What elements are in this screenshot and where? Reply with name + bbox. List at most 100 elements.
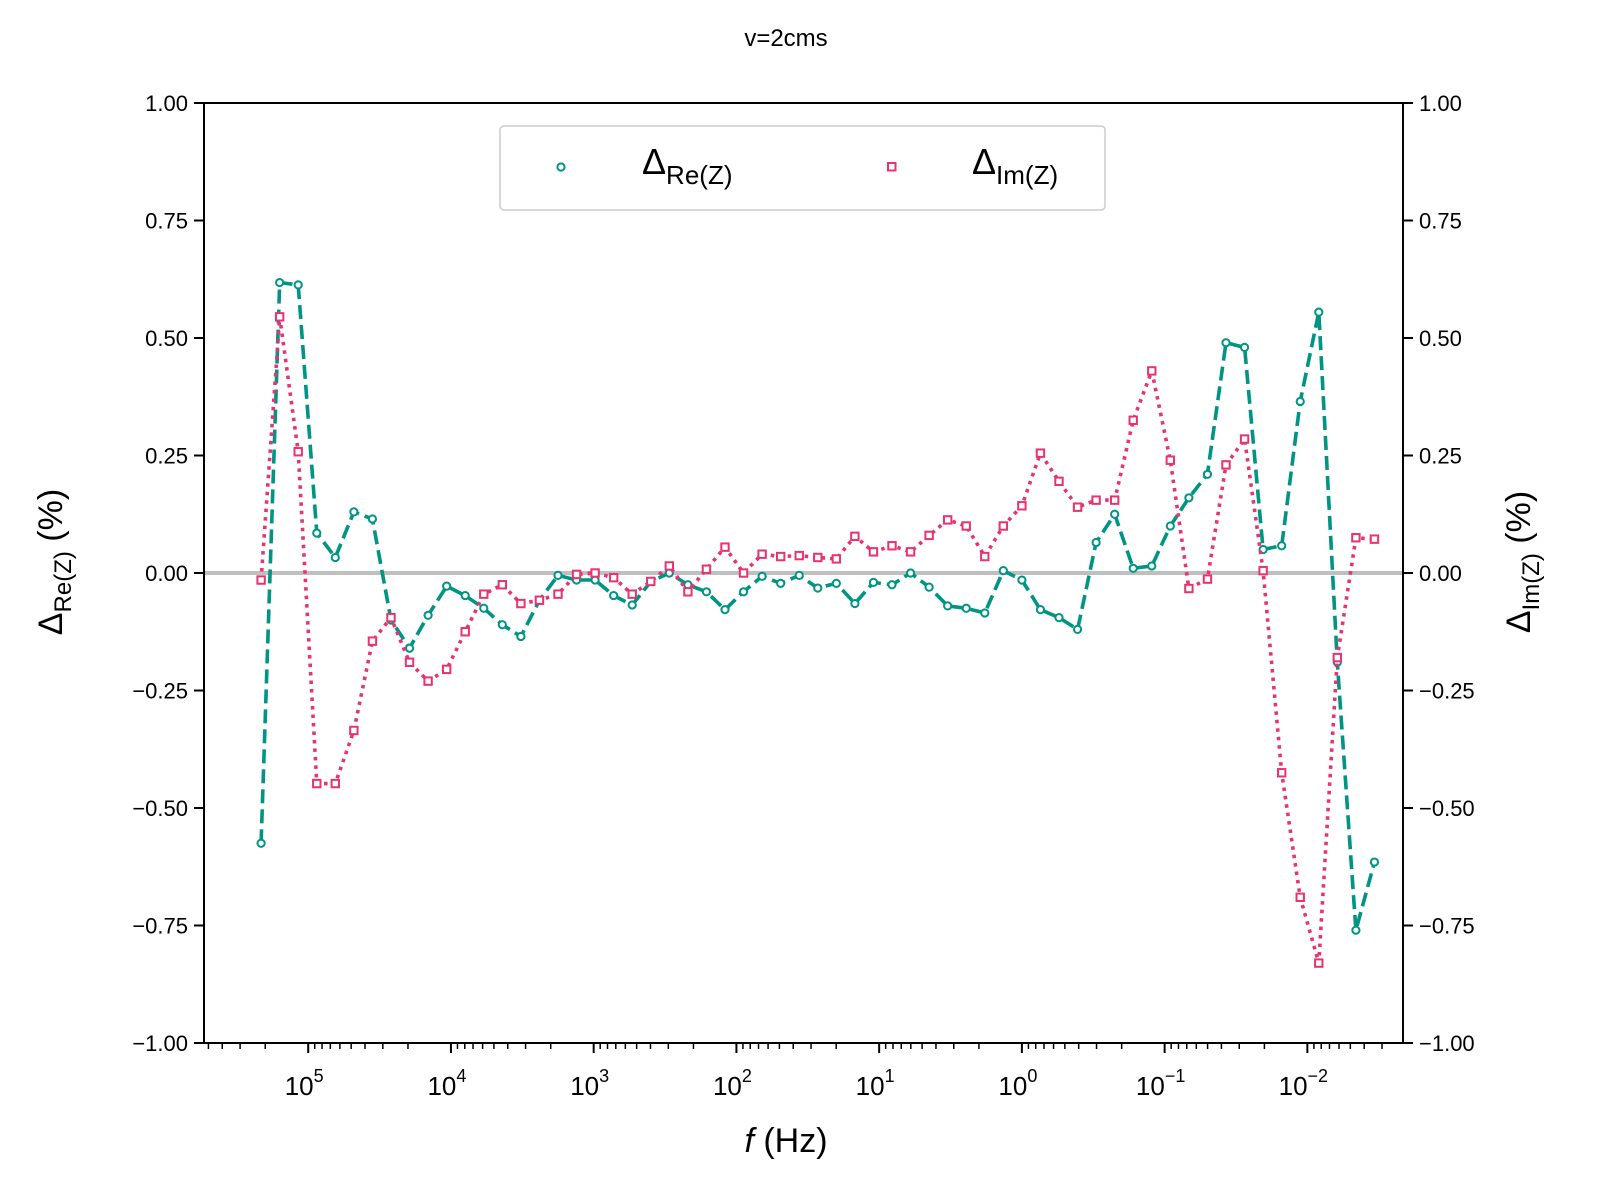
series-1-point-1: [274, 312, 285, 322]
series-0-point-45: [1091, 537, 1101, 548]
y-tick-label-right-1: 0.75: [1419, 209, 1462, 234]
y-tick-label-right-4: 0.00: [1419, 561, 1462, 586]
series-1-point-28: [775, 551, 786, 562]
series-1-point-48: [1147, 366, 1157, 376]
series-1-point-25: [720, 542, 730, 552]
series-1-point-13: [497, 580, 508, 590]
series-0-point-20: [627, 600, 637, 610]
series-1-point-21: [646, 576, 656, 587]
series-1-point-46: [1109, 495, 1120, 505]
chart-title: v=2cms: [744, 25, 827, 52]
series-1-point-56: [1295, 892, 1305, 902]
y-axis-title-left-sub: Re(Z): [50, 551, 77, 612]
series-1-point-44: [1072, 502, 1083, 512]
x-axis-title-unit: (Hz): [754, 1122, 828, 1160]
series-1-point-12: [479, 589, 489, 599]
y-tick-label-left-4: 0.00: [145, 561, 188, 586]
series-1-point-57: [1314, 958, 1324, 968]
x-tick-label-base-6: 10: [1136, 1071, 1165, 1101]
legend-marker-re: [556, 162, 566, 172]
series-0-point-52: [1221, 338, 1231, 348]
series-0-point-48: [1147, 561, 1157, 571]
series-0-point-6: [367, 514, 378, 524]
series-1-point-9: [423, 676, 433, 686]
x-tick-label-base-0: 10: [285, 1071, 314, 1101]
series-0-point-33: [868, 577, 879, 588]
x-tick-label-base-3: 10: [713, 1071, 742, 1101]
x-tick-label-exp-7: −2: [1308, 1066, 1329, 1086]
series-0-point-24: [701, 587, 712, 597]
series-1-point-43: [1054, 476, 1064, 487]
y-tick-label-left-1: 0.75: [145, 209, 188, 234]
x-tick-label-base-5: 10: [998, 1071, 1027, 1101]
series-1-point-49: [1165, 455, 1176, 465]
legend-label-im-sub: Im(Z): [996, 160, 1058, 190]
x-axis-title: f (Hz): [744, 1122, 827, 1160]
y-tick-label-right-8: −1.00: [1419, 1031, 1475, 1056]
series-0-point-29: [794, 570, 804, 580]
series-0-point-40: [998, 566, 1008, 576]
x-tick-label-exp-6: −1: [1165, 1066, 1186, 1086]
series-1-point-47: [1128, 415, 1138, 425]
series-0-point-34: [887, 580, 897, 590]
series-1-point-15: [534, 595, 545, 605]
series-1-point-6: [367, 636, 378, 646]
series-0-point-41: [1017, 575, 1027, 585]
legend-label-re: ΔRe(Z): [642, 141, 732, 190]
series-0-point-27: [757, 571, 767, 581]
series-0-point-12: [479, 603, 489, 613]
series-1-point-45: [1091, 495, 1101, 505]
legend-label-re-sub: Re(Z): [666, 160, 732, 190]
series-1-point-59: [1351, 533, 1361, 543]
series-0-point-59: [1351, 925, 1361, 935]
y-tick-layer: 1.00 1.00 0.75 0.75 0.50 0.50 0.25 0.25 0.00 0.00…: [132, 91, 1474, 1056]
x-tick-label-exp-3: 2: [742, 1066, 752, 1086]
series-0-point-35: [905, 568, 916, 578]
series-1-point-8: [404, 657, 415, 667]
series-0-point-32: [850, 598, 860, 609]
series-0-point-31: [831, 578, 841, 588]
x-tick-label-1: 104: [427, 1066, 466, 1101]
x-tick-label-0: 105: [285, 1066, 324, 1101]
series-1-point-51: [1202, 574, 1213, 584]
x-tick-label-2: 103: [570, 1066, 609, 1101]
series-0-point-25: [720, 605, 730, 615]
y-tick-label-right-6: −0.50: [1419, 796, 1475, 821]
y-tick-label-right-0: 1.00: [1419, 91, 1462, 116]
series-1-point-35: [905, 547, 916, 557]
y-tick-label-left-6: −0.50: [132, 796, 188, 821]
series-0-point-56: [1295, 396, 1305, 407]
y-axis-title-left: ΔRe(Z) (%): [32, 489, 77, 635]
series-0-point-0: [256, 838, 266, 848]
x-tick-label-exp-2: 3: [599, 1066, 609, 1086]
series-1-point-26: [738, 568, 749, 578]
series-0-point-50: [1184, 493, 1194, 503]
series-0-point-2: [293, 280, 303, 290]
series-0-point-36: [924, 582, 934, 592]
x-tick-label-4: 101: [856, 1066, 895, 1101]
series-0-point-8: [404, 643, 415, 653]
y-tick-label-left-0: 1.00: [145, 91, 188, 116]
x-tick-label-exp-4: 1: [885, 1066, 895, 1086]
series-0-point-57: [1314, 307, 1324, 317]
y-tick-label-right-3: 0.25: [1419, 444, 1462, 469]
x-tick-label-3: 102: [713, 1066, 752, 1101]
series-1-point-33: [868, 547, 879, 557]
x-tick-label-7: 10−2: [1279, 1066, 1328, 1101]
series-1-point-60: [1369, 534, 1380, 544]
series-1-point-23: [683, 587, 693, 597]
y-tick-label-left-2: 0.50: [145, 326, 188, 351]
series-1-point-0: [256, 575, 266, 585]
series-1-point-50: [1184, 583, 1194, 594]
series-1-point-53: [1239, 434, 1250, 444]
series-1-point-38: [961, 521, 971, 531]
x-tick-label-exp-5: 0: [1027, 1066, 1037, 1086]
x-tick-layer: 105 104 103 102 101 100 10−1 10−2: [207, 1043, 1383, 1101]
x-tick-label-6: 10−1: [1136, 1066, 1185, 1101]
series-0-point-39: [980, 608, 990, 618]
series-0-point-30: [813, 583, 823, 593]
y-axis-title-right: ΔIm(Z) (%): [1500, 491, 1545, 633]
x-tick-label-5: 100: [998, 1066, 1037, 1101]
series-1-point-4: [330, 778, 341, 789]
series-1-point-17: [571, 569, 582, 580]
